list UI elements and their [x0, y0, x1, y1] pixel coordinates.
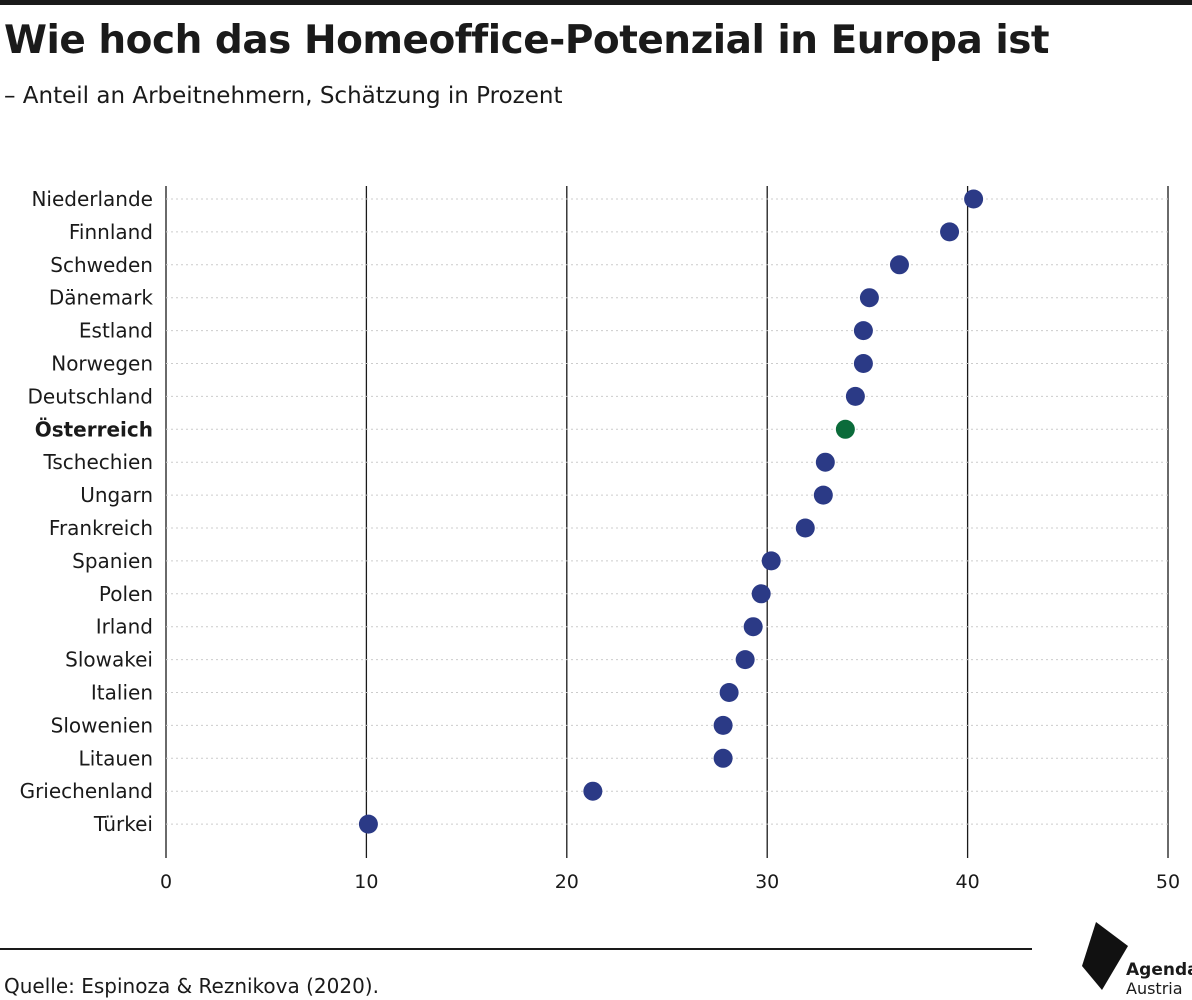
- x-tick-label: 40: [956, 871, 980, 893]
- source-note: Quelle: Espinoza & Reznikova (2020).: [4, 974, 379, 998]
- category-label: Türkei: [93, 812, 153, 836]
- chart-subtitle: – Anteil an Arbeitnehmern, Schätzung in …: [4, 83, 563, 109]
- data-point: [743, 617, 763, 637]
- x-tick-label: 20: [555, 871, 579, 893]
- vertical-gridlines: [165, 186, 1169, 858]
- category-label: Irland: [96, 615, 153, 639]
- category-label: Slowenien: [51, 713, 153, 737]
- data-points: [358, 189, 984, 834]
- category-label: Deutschland: [28, 384, 154, 408]
- agenda-austria-logo: Agenda Austria: [1076, 920, 1192, 1000]
- data-point: [761, 551, 781, 571]
- data-point: [813, 485, 833, 505]
- data-point: [889, 255, 909, 275]
- category-labels: Niederlande Finnland Schweden Dänemark Estla…: [20, 187, 154, 836]
- logo-mark-icon: [1082, 922, 1128, 990]
- data-point: [835, 419, 855, 439]
- category-label: Estland: [79, 319, 153, 343]
- category-label: Norwegen: [51, 352, 153, 376]
- data-point: [358, 814, 378, 834]
- category-label: Frankreich: [49, 516, 153, 540]
- category-label: Österreich: [35, 417, 153, 441]
- data-point: [713, 748, 733, 768]
- data-point: [853, 321, 873, 341]
- x-tick-label: 50: [1156, 871, 1180, 893]
- x-tick-label: 0: [160, 871, 172, 893]
- logo-text-austria: Austria: [1126, 979, 1183, 998]
- row-guides: [166, 198, 1168, 825]
- data-point: [719, 683, 739, 702]
- category-label: Italien: [91, 681, 153, 705]
- data-point: [964, 189, 984, 209]
- data-point: [713, 715, 733, 735]
- bottom-rule: [0, 948, 1032, 950]
- category-label: Schweden: [50, 253, 153, 277]
- category-label: Slowakei: [65, 648, 153, 672]
- top-rule: [0, 0, 1192, 5]
- x-tick-label: 10: [354, 871, 378, 893]
- category-label: Tschechien: [42, 450, 153, 474]
- data-point: [815, 452, 835, 472]
- x-tick-label: 30: [755, 871, 779, 893]
- data-point: [751, 584, 771, 604]
- data-point: [583, 781, 603, 801]
- category-label: Finnland: [69, 220, 153, 244]
- category-label: Litauen: [79, 746, 153, 770]
- data-point: [940, 222, 960, 242]
- logo-text-agenda: Agenda: [1126, 960, 1192, 980]
- chart-title: Wie hoch das Homeoffice-Potenzial in Eur…: [4, 18, 1050, 63]
- data-point: [853, 354, 873, 373]
- dot-plot: 0 10 20 30 40 50 Niederlande Finnland Schweden D…: [20, 186, 1180, 893]
- data-point: [845, 386, 865, 406]
- data-point: [795, 518, 815, 538]
- category-label: Ungarn: [80, 483, 153, 507]
- category-label: Niederlande: [31, 187, 153, 211]
- category-label: Griechenland: [20, 779, 153, 803]
- category-label: Spanien: [72, 549, 153, 573]
- data-point: [735, 650, 755, 670]
- data-point: [859, 288, 879, 308]
- category-label: Polen: [99, 582, 153, 606]
- x-tick-labels: 0 10 20 30 40 50: [160, 871, 1180, 893]
- category-label: Dänemark: [49, 286, 154, 310]
